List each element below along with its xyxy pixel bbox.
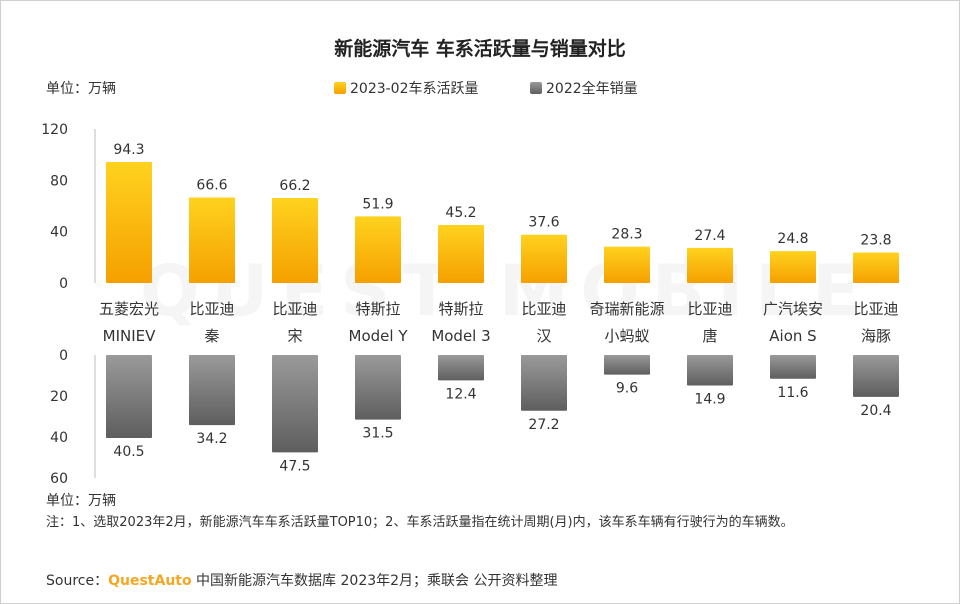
category-label-line2: 汉 bbox=[536, 327, 551, 345]
category-label-line2: 小蚂蚁 bbox=[604, 327, 649, 345]
active-bar bbox=[521, 234, 567, 283]
active-bar bbox=[272, 198, 318, 283]
category-label-line2: 秦 bbox=[204, 327, 219, 345]
y-tick-label-top: 40 bbox=[50, 225, 68, 241]
active-bar bbox=[438, 224, 484, 283]
category-label-line1: 比亚迪 bbox=[521, 300, 566, 318]
category-label-line2: Model Y bbox=[349, 327, 409, 345]
y-tick-label-bottom: 40 bbox=[50, 430, 68, 446]
category-label-line2: 唐 bbox=[702, 327, 717, 345]
sales-value-label: 12.4 bbox=[445, 386, 476, 402]
sales-value-label: 31.5 bbox=[362, 426, 393, 442]
sales-value-label: 34.2 bbox=[196, 431, 227, 447]
y-tick-label-bottom: 20 bbox=[50, 389, 68, 405]
sales-bar bbox=[272, 355, 318, 453]
active-value-label: 28.3 bbox=[611, 227, 642, 243]
sales-bar bbox=[355, 355, 401, 420]
category-label-line1: 奇瑞新能源 bbox=[589, 300, 664, 318]
active-bar bbox=[189, 197, 235, 283]
active-value-label: 94.3 bbox=[113, 142, 144, 158]
category-label-line1: 特斯拉 bbox=[438, 300, 483, 318]
active-value-label: 23.8 bbox=[860, 232, 891, 248]
sales-value-label: 20.4 bbox=[860, 403, 891, 419]
legend-label-sales: 2022全年销量 bbox=[546, 81, 638, 97]
sales-value-label: 27.2 bbox=[528, 417, 559, 433]
category-label-line1: 比亚迪 bbox=[687, 300, 732, 318]
footnote: 注：1、选取2023年2月，新能源汽车车系活跃量TOP10；2、车系活跃量指在统… bbox=[46, 515, 794, 530]
chart-title: 新能源汽车 车系活跃量与销量对比 bbox=[334, 38, 626, 60]
sales-value-label: 14.9 bbox=[694, 392, 725, 408]
category-label-line1: 比亚迪 bbox=[853, 300, 898, 318]
sales-bar bbox=[853, 355, 899, 397]
sales-bar bbox=[521, 355, 567, 411]
sales-value-label: 11.6 bbox=[777, 385, 808, 401]
sales-bar bbox=[438, 355, 484, 381]
active-value-label: 37.6 bbox=[528, 215, 559, 231]
active-value-label: 51.9 bbox=[362, 196, 393, 212]
category-label-line2: Model 3 bbox=[431, 327, 490, 345]
unit-label-top: 单位：万辆 bbox=[46, 81, 116, 97]
source-brand: QuestAuto bbox=[108, 573, 192, 589]
active-bar bbox=[853, 252, 899, 283]
category-label-line1: 特斯拉 bbox=[355, 300, 400, 318]
category-label-line1: 比亚迪 bbox=[272, 300, 317, 318]
legend-swatch-active bbox=[334, 82, 346, 94]
axis-group: 0 40 80 120 0 20 40 60 bbox=[41, 122, 96, 487]
legend-label-active: 2023-02车系活跃量 bbox=[350, 81, 479, 97]
sales-bar bbox=[189, 355, 235, 426]
active-bar bbox=[106, 161, 152, 283]
y-tick-label-top: 0 bbox=[59, 276, 68, 292]
active-value-label: 27.4 bbox=[694, 228, 725, 244]
legend-item-sales: 2022全年销量 bbox=[530, 78, 638, 98]
y-tick-label-bottom: 60 bbox=[50, 471, 68, 487]
active-series-group: 94.3 66.6 66.2 51.9 45.2 37.6 28.3 27.4 24.8 23.8 bbox=[106, 142, 899, 283]
sales-bar bbox=[604, 355, 650, 375]
active-bar bbox=[687, 247, 733, 283]
sales-bar bbox=[770, 355, 816, 379]
y-tick-label-top: 80 bbox=[50, 173, 68, 189]
active-bar bbox=[355, 216, 401, 283]
sales-series-group: 40.5 34.2 47.5 31.5 12.4 27.2 9.6 14.9 11.6 20.4 bbox=[106, 355, 899, 474]
category-label-line2: Aion S bbox=[769, 327, 816, 345]
category-label-line2: MINIEV bbox=[103, 327, 156, 345]
sales-value-label: 47.5 bbox=[279, 458, 310, 474]
legend-swatch-sales bbox=[530, 82, 542, 94]
active-bar bbox=[604, 246, 650, 283]
source-text: 中国新能源汽车数据库 2023年2月；乘联会 公开资料整理 bbox=[191, 573, 558, 589]
category-label-line2: 宋 bbox=[287, 327, 302, 345]
active-value-label: 45.2 bbox=[445, 205, 476, 221]
sales-value-label: 40.5 bbox=[113, 444, 144, 460]
unit-label-bottom: 单位：万辆 bbox=[46, 493, 116, 509]
y-tick-label-bottom: 0 bbox=[59, 348, 68, 364]
source-prefix: Source： bbox=[46, 573, 109, 589]
active-value-label: 66.6 bbox=[196, 178, 227, 194]
source-line: Source：QuestAuto 中国新能源汽车数据库 2023年2月；乘联会 … bbox=[46, 570, 558, 590]
category-label-line2: 海豚 bbox=[861, 327, 891, 345]
category-label-line1: 比亚迪 bbox=[189, 300, 234, 318]
sales-bar bbox=[106, 355, 152, 439]
active-bar bbox=[770, 251, 816, 283]
sales-value-label: 9.6 bbox=[616, 381, 638, 397]
legend-item-active: 2023-02车系活跃量 bbox=[334, 78, 479, 98]
active-value-label: 24.8 bbox=[777, 231, 808, 247]
y-tick-label-top: 120 bbox=[41, 122, 68, 138]
category-label-line1: 五菱宏光 bbox=[99, 300, 159, 318]
active-value-label: 66.2 bbox=[279, 178, 310, 194]
sales-bar bbox=[687, 355, 733, 386]
category-label-line1: 广汽埃安 bbox=[763, 300, 823, 318]
